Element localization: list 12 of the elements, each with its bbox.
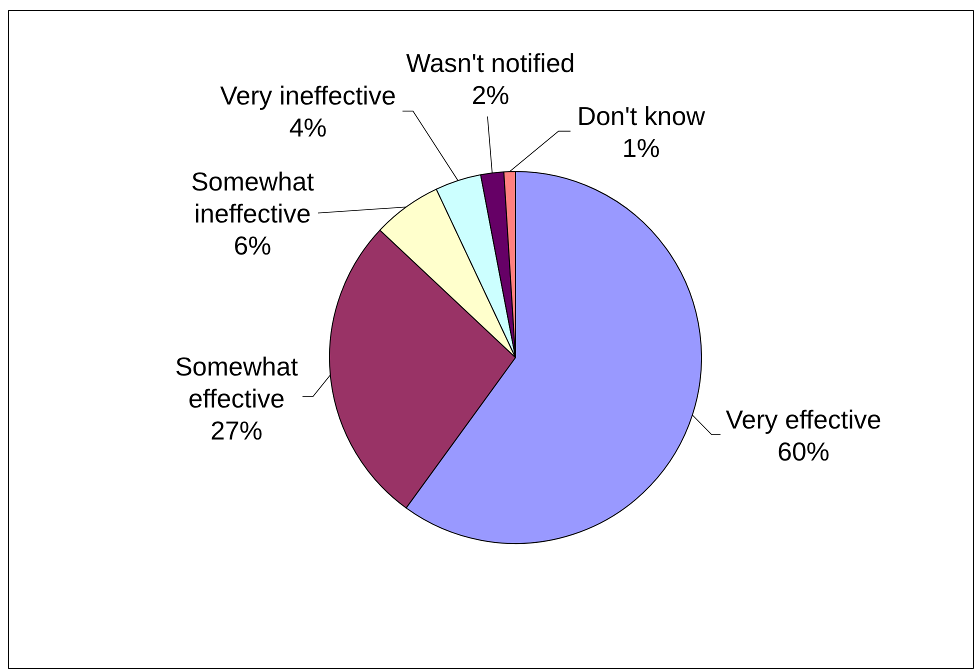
data-label: 2%: [472, 80, 510, 110]
slice-label: Somewhat ineffective: [191, 166, 315, 228]
slice-label: Very ineffective: [220, 80, 396, 110]
data-label: 1%: [622, 133, 660, 164]
data-label: 60%: [777, 436, 830, 466]
data-label: 27%: [210, 416, 263, 446]
data-label: 4%: [289, 112, 327, 142]
slice-label: Very effective: [726, 404, 882, 434]
slice-label: Don't know: [577, 101, 706, 132]
data-label: 6%: [234, 230, 272, 260]
slice-label: Wasn't notified: [406, 48, 575, 78]
slice-label: Somewhat effective: [175, 352, 299, 414]
